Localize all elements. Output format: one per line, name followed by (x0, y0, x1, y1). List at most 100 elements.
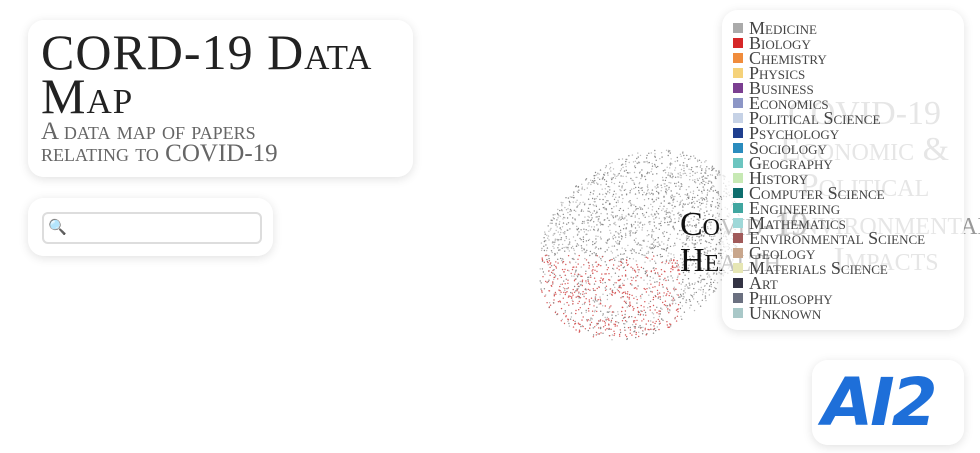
point (685, 239, 688, 241)
point (657, 273, 659, 276)
point (691, 294, 693, 297)
point (646, 275, 648, 277)
point (612, 267, 614, 270)
point (665, 193, 668, 195)
point (680, 283, 682, 285)
point (630, 230, 632, 232)
point (711, 165, 714, 167)
point (646, 245, 648, 248)
point (579, 284, 582, 286)
point (707, 289, 710, 291)
point (588, 299, 590, 301)
point (646, 190, 649, 192)
point (657, 213, 660, 215)
point (719, 263, 721, 265)
point (611, 339, 613, 341)
point (697, 194, 699, 197)
point (651, 243, 653, 245)
point (667, 290, 669, 293)
point (607, 239, 609, 241)
point (615, 224, 617, 226)
point (628, 230, 631, 232)
point (710, 188, 712, 191)
point (670, 253, 672, 255)
point (623, 326, 626, 329)
point (673, 256, 675, 259)
point (595, 324, 598, 326)
point (567, 246, 569, 249)
point (569, 241, 571, 243)
point (641, 213, 644, 215)
point (710, 238, 713, 241)
point (558, 249, 560, 251)
point (681, 234, 683, 236)
point (689, 300, 691, 302)
point (583, 303, 586, 305)
point (668, 259, 671, 262)
point (612, 236, 614, 238)
point (568, 204, 571, 206)
point (573, 285, 576, 288)
point (652, 241, 655, 243)
point (619, 331, 622, 334)
point (704, 172, 706, 174)
legend-label: Political Science (749, 108, 881, 128)
point (698, 235, 700, 238)
point (627, 263, 629, 266)
search-box[interactable]: 🔍 (42, 212, 262, 244)
point (676, 160, 679, 162)
point (673, 229, 676, 231)
point (563, 291, 565, 294)
point (614, 272, 617, 274)
point (603, 320, 606, 323)
point (650, 203, 652, 206)
point (655, 268, 657, 270)
point (599, 198, 601, 201)
point (692, 196, 694, 199)
point (573, 291, 576, 293)
point (679, 164, 681, 166)
point (682, 298, 684, 300)
point (596, 195, 599, 198)
point (567, 255, 570, 257)
point (584, 257, 586, 260)
legend-label: Medicine (749, 18, 817, 38)
point (597, 220, 599, 222)
point (615, 196, 617, 198)
point (640, 244, 643, 246)
point (599, 327, 602, 330)
point (653, 269, 655, 271)
point (545, 249, 548, 252)
point (634, 160, 637, 162)
point (621, 236, 623, 238)
point (614, 177, 617, 179)
logo-card[interactable]: AI2 (812, 360, 964, 445)
point (695, 166, 697, 168)
point (654, 309, 656, 311)
point (595, 334, 597, 336)
point (682, 209, 684, 212)
point (667, 149, 670, 152)
point (576, 225, 578, 228)
point (564, 310, 566, 312)
point (693, 246, 695, 249)
point (680, 177, 682, 179)
point (633, 239, 636, 241)
point (580, 229, 582, 231)
point (602, 203, 604, 205)
point (609, 162, 611, 165)
point (607, 200, 609, 202)
point (701, 176, 703, 178)
legend-item: Unknown (733, 304, 821, 322)
point (719, 243, 721, 245)
point (625, 215, 627, 217)
point (572, 319, 575, 322)
point (685, 268, 687, 270)
point (662, 208, 664, 210)
point (559, 234, 561, 236)
point (604, 196, 606, 198)
point (588, 301, 591, 303)
point (720, 252, 722, 255)
point (589, 191, 592, 194)
point (550, 271, 553, 274)
